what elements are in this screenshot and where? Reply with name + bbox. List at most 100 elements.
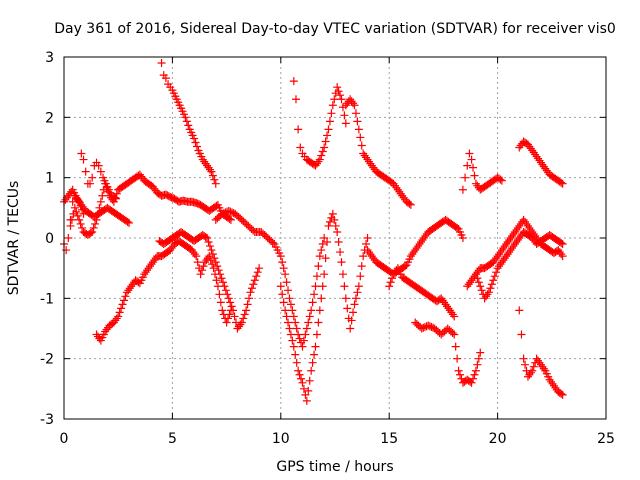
data-point <box>522 219 531 228</box>
data-point <box>312 159 321 168</box>
data-point <box>416 238 425 247</box>
data-point <box>385 282 394 291</box>
data-point <box>247 284 256 293</box>
x-tick-label: 25 <box>597 431 615 447</box>
data-point <box>161 74 170 83</box>
data-point <box>230 312 239 321</box>
data-point <box>147 260 156 269</box>
data-point <box>519 354 528 363</box>
data-point <box>395 187 404 196</box>
data-point <box>312 272 321 281</box>
data-point <box>512 238 521 247</box>
data-point <box>519 215 528 224</box>
data-point <box>222 318 231 327</box>
data-point <box>369 254 378 263</box>
data-point <box>88 227 97 236</box>
data-point <box>437 294 446 303</box>
data-point <box>438 296 447 305</box>
data-point <box>308 298 317 307</box>
y-tick-label: 0 <box>45 231 54 247</box>
data-point <box>471 366 480 375</box>
data-point <box>92 215 101 224</box>
data-point <box>558 179 567 188</box>
data-point <box>278 290 287 299</box>
data-point <box>461 173 470 182</box>
data-point <box>331 221 340 230</box>
data-point <box>454 366 463 375</box>
x-tick-label: 15 <box>380 431 398 447</box>
y-axis-label: SDTVAR / TECUs <box>6 181 22 296</box>
data-point <box>509 229 518 238</box>
data-point <box>354 125 363 134</box>
data-point <box>463 161 472 170</box>
data-point <box>328 101 337 110</box>
data-point <box>515 143 524 152</box>
data-point <box>492 254 501 263</box>
data-point <box>440 298 449 307</box>
data-point <box>497 176 506 185</box>
data-point <box>226 298 235 307</box>
data-point <box>200 258 209 267</box>
data-point <box>216 298 225 307</box>
data-point <box>330 95 339 104</box>
data-point <box>96 167 105 176</box>
data-point <box>199 262 208 271</box>
data-point <box>458 185 467 194</box>
data-point <box>305 376 314 385</box>
data-point <box>341 101 350 110</box>
data-point <box>526 144 535 153</box>
data-point <box>557 178 566 187</box>
data-point <box>207 167 216 176</box>
data-point <box>294 366 303 375</box>
data-point <box>302 324 311 333</box>
data-point <box>289 77 298 86</box>
data-point <box>205 242 214 251</box>
data-point <box>471 270 480 279</box>
data-point <box>441 300 450 309</box>
data-point <box>405 199 414 208</box>
data-point <box>406 200 415 209</box>
data-point <box>226 215 235 224</box>
data-point <box>239 314 248 323</box>
y-tick-label: 3 <box>45 50 54 66</box>
data-point <box>229 306 238 315</box>
data-point <box>510 240 519 249</box>
data-point <box>340 111 349 120</box>
data-point <box>532 354 541 363</box>
data-point <box>325 117 334 126</box>
data-point <box>66 215 75 224</box>
data-point <box>123 217 132 226</box>
data-point <box>291 318 300 327</box>
data-point <box>184 121 193 130</box>
data-point <box>128 280 137 289</box>
data-point <box>456 370 465 379</box>
data-point <box>279 298 288 307</box>
data-point <box>203 234 212 242</box>
data-point <box>535 358 544 367</box>
data-point <box>121 292 130 301</box>
data-point <box>526 225 535 234</box>
data-point <box>515 234 524 242</box>
x-tick-label: 0 <box>60 431 69 447</box>
data-point <box>526 368 535 377</box>
data-point <box>77 149 86 158</box>
data-point <box>354 282 363 291</box>
data-point <box>362 240 371 249</box>
data-point <box>206 256 215 265</box>
chart-title: Day 361 of 2016, Sidereal Day-to-day VTE… <box>54 21 616 37</box>
data-point <box>523 221 532 230</box>
data-point <box>307 366 316 375</box>
data-point <box>463 282 472 291</box>
data-point <box>279 264 288 273</box>
data-point <box>542 166 551 175</box>
data-point <box>255 264 264 273</box>
data-point <box>268 238 277 247</box>
data-point <box>115 308 124 317</box>
data-point <box>406 252 415 261</box>
data-point <box>200 157 209 166</box>
data-point <box>73 211 82 220</box>
data-point <box>349 308 358 317</box>
data-point <box>225 310 234 319</box>
data-point <box>297 374 306 383</box>
data-point <box>318 240 327 249</box>
